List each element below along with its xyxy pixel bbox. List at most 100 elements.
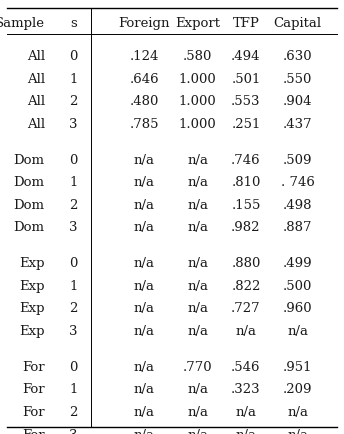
Text: n/a: n/a [187, 153, 208, 166]
Text: 0: 0 [69, 256, 77, 270]
Text: 3: 3 [69, 118, 77, 131]
Text: .646: .646 [130, 72, 159, 85]
Text: 1.000: 1.000 [179, 72, 217, 85]
Text: .498: .498 [283, 198, 312, 211]
Text: .553: .553 [231, 95, 261, 108]
Text: n/a: n/a [134, 382, 155, 395]
Text: .770: .770 [183, 360, 213, 373]
Text: n/a: n/a [187, 302, 208, 315]
Text: n/a: n/a [134, 302, 155, 315]
Text: 3: 3 [69, 221, 77, 234]
Text: .810: .810 [231, 176, 261, 189]
Text: Sample: Sample [0, 17, 45, 30]
Text: n/a: n/a [134, 256, 155, 270]
Text: 0: 0 [69, 153, 77, 166]
Text: Dom: Dom [14, 176, 45, 189]
Text: .887: .887 [283, 221, 312, 234]
Text: .323: .323 [231, 382, 261, 395]
Text: .494: .494 [231, 50, 261, 63]
Text: 3: 3 [69, 427, 77, 434]
Text: .500: .500 [283, 279, 312, 292]
Text: .727: .727 [231, 302, 261, 315]
Text: .904: .904 [283, 95, 312, 108]
Text: .155: .155 [231, 198, 261, 211]
Text: n/a: n/a [134, 153, 155, 166]
Text: .982: .982 [231, 221, 261, 234]
Text: n/a: n/a [187, 405, 208, 418]
Text: .546: .546 [231, 360, 261, 373]
Text: Exp: Exp [19, 324, 45, 337]
Text: Dom: Dom [14, 153, 45, 166]
Text: n/a: n/a [187, 382, 208, 395]
Text: n/a: n/a [287, 405, 308, 418]
Text: n/a: n/a [187, 221, 208, 234]
Text: Dom: Dom [14, 198, 45, 211]
Text: 1.000: 1.000 [179, 95, 217, 108]
Text: .550: .550 [283, 72, 312, 85]
Text: 2: 2 [69, 198, 77, 211]
Text: s: s [71, 17, 77, 30]
Text: All: All [26, 95, 45, 108]
Text: 0: 0 [69, 50, 77, 63]
Text: n/a: n/a [134, 427, 155, 434]
Text: .509: .509 [283, 153, 312, 166]
Text: All: All [26, 72, 45, 85]
Text: 1: 1 [69, 382, 77, 395]
Text: .251: .251 [231, 118, 261, 131]
Text: Foreign: Foreign [119, 17, 170, 30]
Text: Export: Export [175, 17, 220, 30]
Text: 1.000: 1.000 [179, 118, 217, 131]
Text: TFP: TFP [233, 17, 259, 30]
Text: n/a: n/a [235, 324, 257, 337]
Text: Exp: Exp [19, 302, 45, 315]
Text: .785: .785 [130, 118, 159, 131]
Text: 2: 2 [69, 302, 77, 315]
Text: For: For [22, 427, 45, 434]
Text: n/a: n/a [187, 256, 208, 270]
Text: n/a: n/a [134, 279, 155, 292]
Text: n/a: n/a [187, 324, 208, 337]
Text: 2: 2 [69, 95, 77, 108]
Text: All: All [26, 118, 45, 131]
Text: n/a: n/a [134, 324, 155, 337]
Text: .499: .499 [283, 256, 312, 270]
Text: n/a: n/a [134, 405, 155, 418]
Text: 3: 3 [69, 324, 77, 337]
Text: .951: .951 [283, 360, 312, 373]
Text: .960: .960 [283, 302, 312, 315]
Text: n/a: n/a [187, 198, 208, 211]
Text: n/a: n/a [235, 405, 257, 418]
Text: n/a: n/a [235, 427, 257, 434]
Text: .746: .746 [231, 153, 261, 166]
Text: 1: 1 [69, 176, 77, 189]
Text: 0: 0 [69, 360, 77, 373]
Text: Dom: Dom [14, 221, 45, 234]
Text: .880: .880 [231, 256, 261, 270]
Text: For: For [22, 382, 45, 395]
Text: n/a: n/a [134, 198, 155, 211]
Text: All: All [26, 50, 45, 63]
Text: n/a: n/a [287, 324, 308, 337]
Text: .630: .630 [283, 50, 312, 63]
Text: .437: .437 [283, 118, 312, 131]
Text: Capital: Capital [273, 17, 322, 30]
Text: n/a: n/a [187, 279, 208, 292]
Text: .580: .580 [183, 50, 213, 63]
Text: .209: .209 [283, 382, 312, 395]
Text: n/a: n/a [134, 176, 155, 189]
Text: . 746: . 746 [281, 176, 314, 189]
Text: 1: 1 [69, 279, 77, 292]
Text: .124: .124 [130, 50, 159, 63]
Text: For: For [22, 360, 45, 373]
Text: .501: .501 [231, 72, 261, 85]
Text: .822: .822 [231, 279, 261, 292]
Text: n/a: n/a [187, 176, 208, 189]
Text: n/a: n/a [287, 427, 308, 434]
Text: n/a: n/a [187, 427, 208, 434]
Text: n/a: n/a [134, 221, 155, 234]
Text: .480: .480 [130, 95, 159, 108]
Text: Exp: Exp [19, 279, 45, 292]
Text: n/a: n/a [134, 360, 155, 373]
Text: 2: 2 [69, 405, 77, 418]
Text: Exp: Exp [19, 256, 45, 270]
